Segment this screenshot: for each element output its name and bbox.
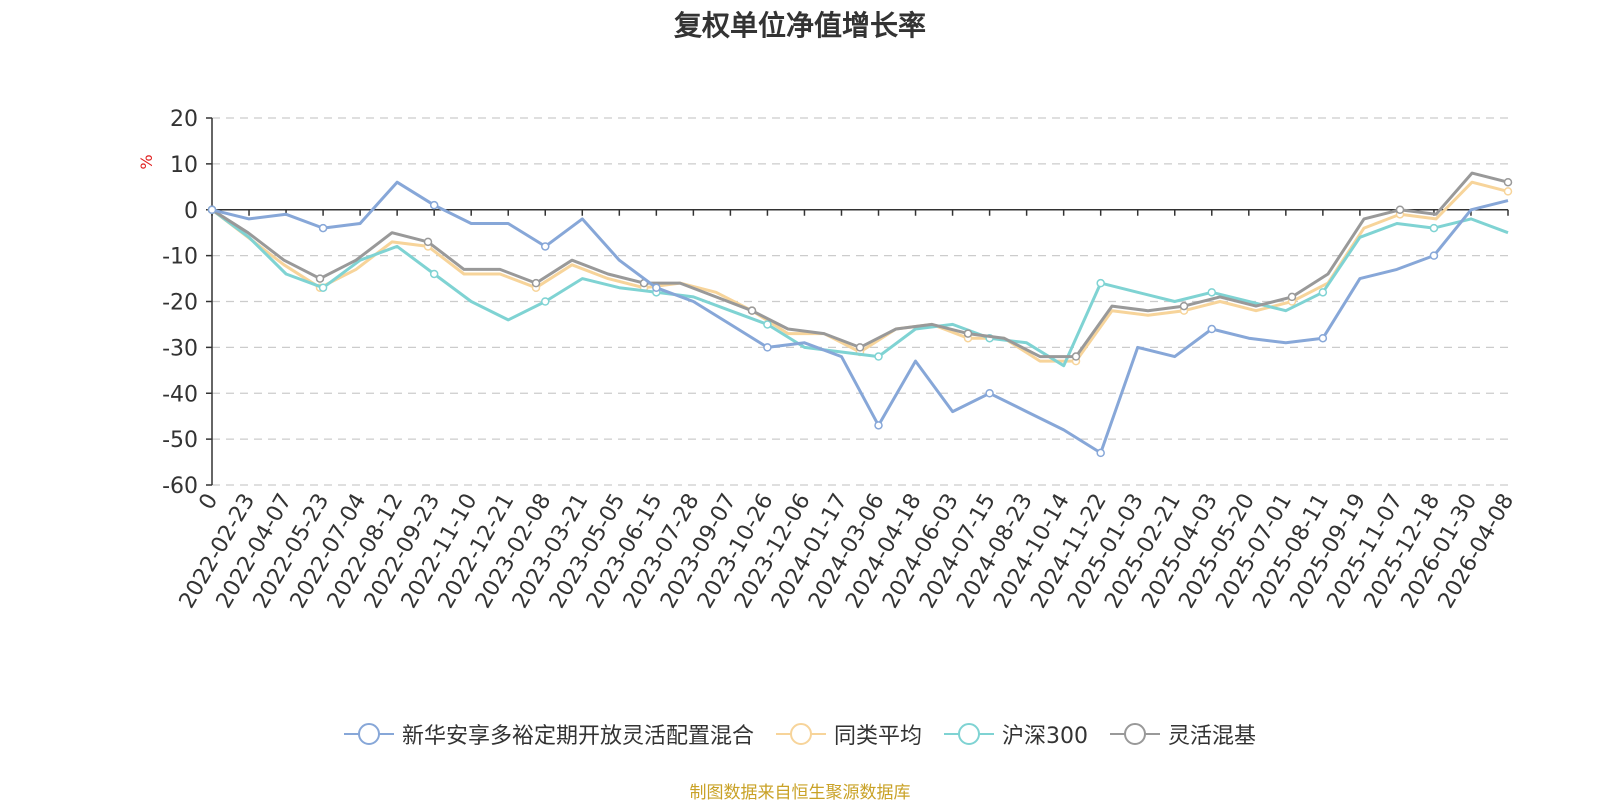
- series-line: [211, 171, 1509, 359]
- data-point: [963, 329, 973, 338]
- y-tick-label: -30: [162, 336, 198, 361]
- legend-label: 新华安享多裕定期开放灵活配置混合: [401, 724, 754, 749]
- y-tick-label: 0: [184, 199, 198, 224]
- legend-label: 沪深300: [1002, 724, 1088, 749]
- y-tick-label: 10: [170, 153, 198, 178]
- data-point: [874, 421, 883, 430]
- data-point: [1207, 324, 1217, 334]
- legend-label: 灵活混基: [1168, 724, 1257, 749]
- data-point: [874, 352, 883, 361]
- data-point: [541, 297, 550, 306]
- data-point: [531, 278, 541, 288]
- data-point: [1179, 301, 1189, 311]
- data-point: [1503, 177, 1513, 187]
- y-axis-label: %: [137, 154, 156, 169]
- data-point: [1096, 278, 1105, 288]
- x-tick-label: 0: [195, 490, 224, 515]
- y-tick-label: -40: [162, 382, 198, 407]
- data-point: [318, 223, 328, 233]
- legend-item[interactable]: 新华安享多裕定期开放灵活配置混合: [343, 718, 754, 750]
- data-point: [747, 306, 757, 315]
- data-point: [1429, 223, 1439, 233]
- data-point: [423, 237, 433, 247]
- series-3: [207, 171, 1513, 361]
- data-point: [1207, 288, 1217, 297]
- legend: 新华安享多裕定期开放灵活配置混合 同类平均 沪深300 灵活混基: [0, 718, 1600, 750]
- data-point: [855, 343, 865, 352]
- series-lines: [207, 171, 1513, 458]
- data-point: [763, 343, 772, 352]
- data-point: [207, 205, 217, 214]
- legend-label: 同类平均: [833, 724, 922, 749]
- axes: 20100-10-20-30-40-50-6002022-02-232022-0…: [162, 107, 1519, 613]
- legend-swatch: [1110, 723, 1160, 745]
- legend-item[interactable]: 灵活混基: [1110, 718, 1256, 750]
- data-point: [1503, 187, 1513, 196]
- legend-swatch: [944, 723, 994, 745]
- data-point: [1071, 352, 1081, 361]
- series-2: [207, 205, 1509, 368]
- data-point: [429, 269, 439, 279]
- data-point: [985, 389, 994, 398]
- data-point: [1395, 205, 1405, 214]
- y-tick-label: -50: [162, 428, 198, 453]
- legend-item[interactable]: 沪深300: [944, 718, 1088, 750]
- data-point: [1287, 292, 1297, 302]
- chart-title: 复权单位净值增长率: [673, 9, 926, 42]
- y-tick-label: -60: [162, 474, 198, 499]
- series-0: [207, 180, 1509, 458]
- data-point: [652, 283, 661, 292]
- y-tick-label: -20: [162, 291, 198, 316]
- series-line: [211, 208, 1509, 368]
- series-line: [211, 180, 1509, 455]
- legend-swatch: [775, 723, 826, 745]
- footer-source: 制图数据来自恒生聚源数据库: [689, 783, 911, 803]
- data-point: [1096, 448, 1105, 458]
- y-tick-label: -10: [162, 245, 198, 270]
- data-point: [1318, 288, 1328, 297]
- y-tick-label: 20: [170, 107, 198, 132]
- data-point: [1318, 333, 1328, 343]
- legend-item[interactable]: 同类平均: [775, 718, 922, 750]
- grid-lines: [212, 117, 1508, 486]
- data-point: [429, 200, 439, 210]
- data-point: [541, 242, 550, 251]
- data-point: [315, 274, 325, 283]
- data-point: [318, 283, 328, 292]
- data-point: [763, 320, 772, 329]
- legend-swatch: [343, 723, 394, 745]
- data-point: [1429, 251, 1439, 260]
